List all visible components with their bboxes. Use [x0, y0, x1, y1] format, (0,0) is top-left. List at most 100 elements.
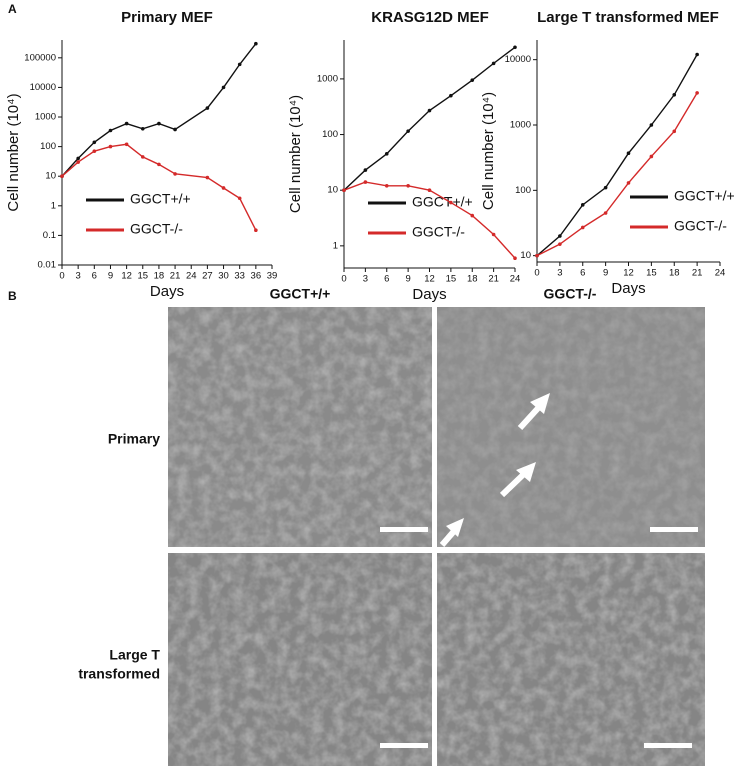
data-point — [254, 228, 258, 232]
scale-bar — [380, 743, 428, 748]
data-point — [237, 196, 242, 201]
x-tick-label: 6 — [92, 271, 97, 282]
y-tick-label: 100 — [515, 185, 531, 196]
y-axis-label: Cell number (10⁴) — [480, 92, 497, 210]
data-point — [221, 85, 226, 90]
row-label: Primary — [108, 431, 160, 447]
data-point — [124, 142, 129, 147]
x-tick-label: 9 — [405, 274, 410, 285]
data-point — [76, 156, 80, 161]
y-tick-label: 10000 — [505, 54, 531, 65]
x-tick-label: 21 — [170, 271, 181, 282]
x-tick-label: 3 — [363, 274, 368, 285]
data-point — [649, 154, 654, 159]
x-axis-label: Days — [150, 283, 184, 300]
x-tick-label: 0 — [59, 271, 64, 282]
y-tick-label: 100 — [40, 141, 56, 152]
x-tick-label: 36 — [251, 271, 262, 282]
texture — [168, 307, 432, 547]
data-point — [221, 186, 226, 190]
x-tick-label: 24 — [715, 268, 726, 279]
y-tick-label: 10 — [327, 185, 338, 196]
data-point — [491, 61, 496, 66]
data-point — [60, 174, 64, 179]
data-point — [108, 144, 113, 149]
data-point — [173, 172, 177, 176]
data-point — [76, 160, 80, 164]
data-point — [513, 256, 517, 261]
data-point — [384, 152, 389, 156]
legend-label: GGCT+/+ — [412, 194, 473, 210]
legend-label: GGCT-/- — [412, 224, 465, 240]
data-point — [672, 129, 677, 134]
data-point — [470, 78, 475, 82]
panel-label: B — [8, 289, 17, 303]
x-tick-label: 18 — [154, 271, 165, 282]
scale-bar — [380, 527, 428, 532]
x-tick-label: 9 — [603, 268, 608, 279]
x-tick-label: 24 — [510, 274, 521, 285]
x-tick-label: 21 — [692, 268, 703, 279]
data-point — [173, 127, 177, 132]
data-point — [140, 126, 145, 131]
y-axis-label: Cell number (10⁴) — [287, 95, 304, 213]
x-tick-label: 15 — [137, 271, 148, 282]
scale-bar — [644, 743, 692, 748]
data-point — [254, 41, 258, 46]
scale-bar — [650, 527, 698, 532]
series-line — [61, 143, 257, 231]
data-point — [427, 188, 432, 193]
chart-title: Primary MEF — [121, 9, 213, 26]
y-tick-label: 1 — [51, 200, 56, 211]
data-point — [649, 123, 654, 127]
legend-label: GGCT-/- — [674, 218, 727, 234]
x-tick-label: 21 — [488, 274, 499, 285]
data-point — [580, 225, 585, 230]
x-tick-label: 33 — [234, 271, 245, 282]
data-point — [124, 121, 129, 126]
data-point — [92, 140, 97, 145]
y-tick-label: 1000 — [510, 120, 531, 131]
y-tick-label: 0.1 — [43, 230, 56, 241]
column-header: GGCT+/+ — [270, 286, 331, 302]
data-point — [140, 155, 145, 159]
chart-title: KRASG12D MEF — [371, 9, 489, 26]
y-axis-label: Cell number (10⁴) — [5, 93, 22, 211]
data-point — [626, 181, 631, 185]
legend-label: GGCT+/+ — [130, 191, 191, 207]
panel-label: A — [8, 2, 17, 16]
data-point — [513, 45, 517, 50]
data-point — [603, 211, 608, 215]
data-point — [406, 129, 410, 133]
x-tick-label: 0 — [534, 268, 539, 279]
data-point — [449, 93, 453, 98]
data-point — [92, 149, 97, 153]
x-tick-label: 30 — [218, 271, 229, 282]
x-tick-label: 39 — [267, 271, 278, 282]
y-tick-label: 10 — [45, 171, 56, 182]
data-point — [626, 151, 631, 156]
row-label: transformed — [78, 666, 160, 682]
data-point — [108, 128, 113, 133]
x-tick-label: 18 — [669, 268, 680, 279]
data-point — [384, 183, 389, 188]
data-point — [558, 242, 562, 246]
data-point — [491, 232, 496, 237]
x-tick-label: 12 — [623, 268, 634, 279]
column-header: GGCT-/- — [544, 286, 597, 302]
y-tick-label: 10000 — [30, 82, 56, 93]
data-point — [535, 253, 539, 258]
micrographs — [168, 307, 705, 766]
y-tick-label: 1 — [333, 240, 338, 251]
arrows — [439, 393, 550, 547]
x-axis-label: Days — [611, 280, 645, 297]
texture — [437, 553, 705, 766]
x-tick-label: 12 — [424, 274, 435, 285]
x-tick-label: 3 — [76, 271, 81, 282]
data-point — [363, 180, 368, 184]
data-point — [342, 188, 346, 193]
data-point — [558, 234, 562, 238]
y-tick-label: 100 — [322, 129, 338, 140]
data-point — [157, 162, 161, 167]
